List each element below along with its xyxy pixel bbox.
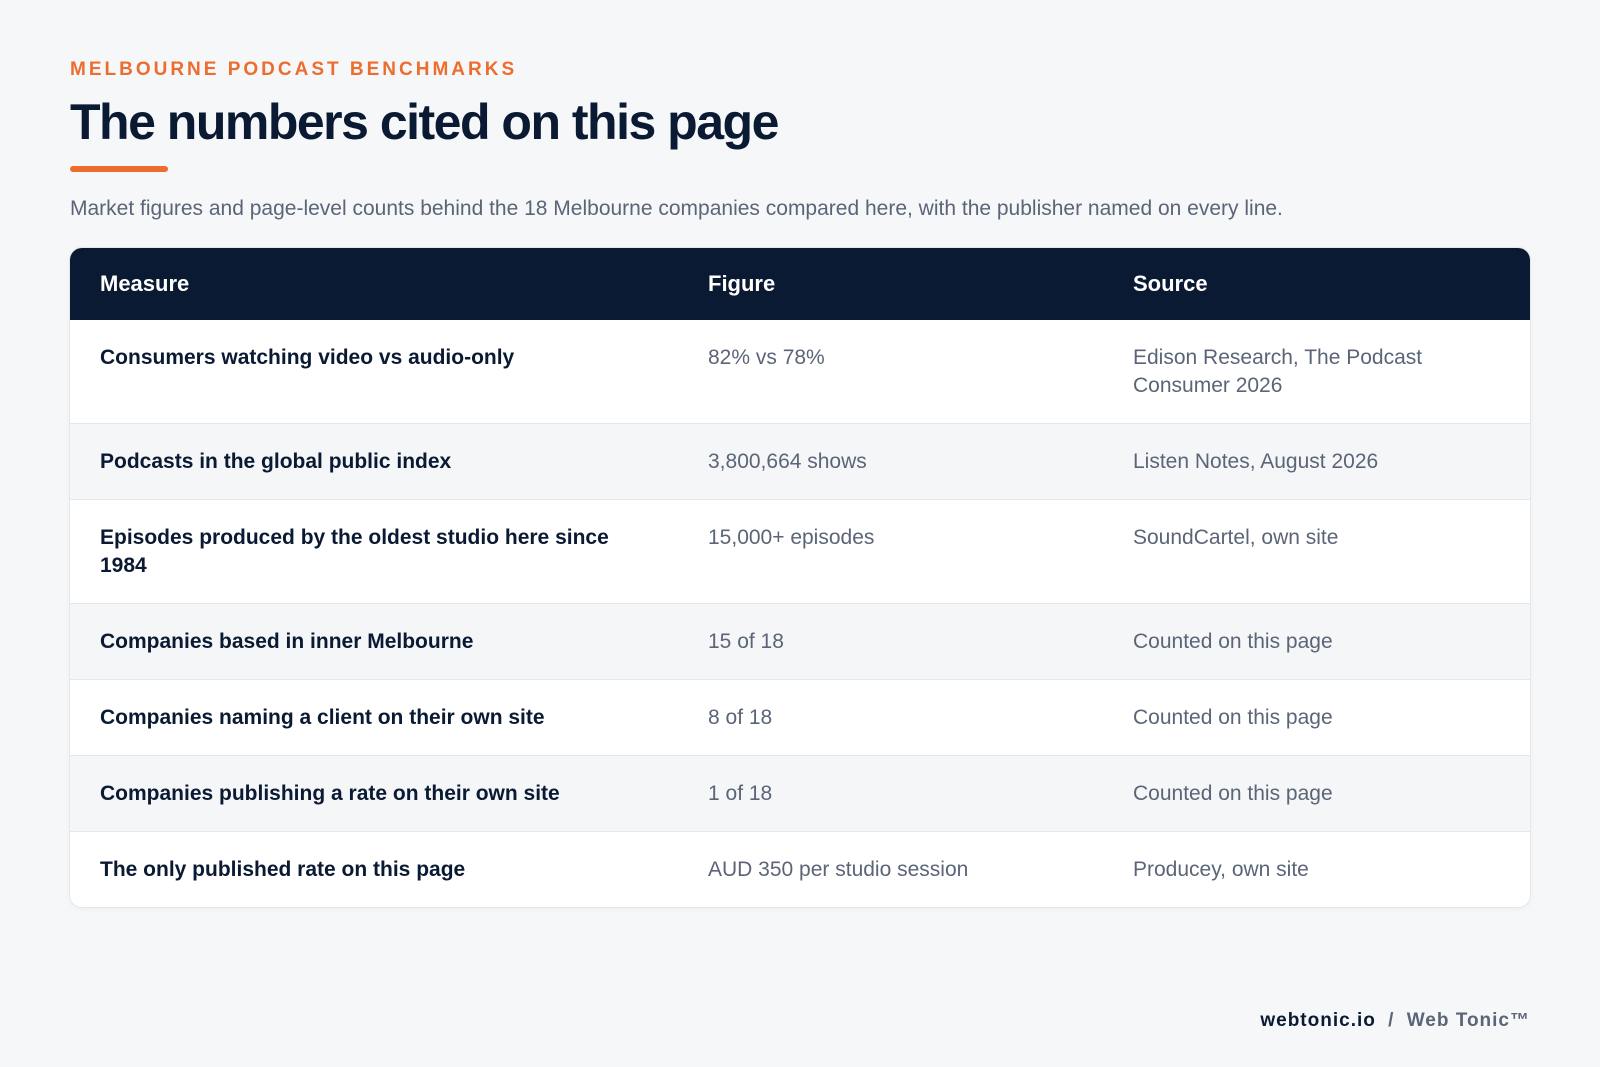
table-row: Companies naming a client on their own s…	[70, 679, 1530, 756]
page-content: MELBOURNE PODCAST BENCHMARKS The numbers…	[70, 56, 1530, 907]
table-header-row: Measure Figure Source	[70, 248, 1530, 320]
source-cell: Producey, own site	[1133, 858, 1309, 881]
measure-cell: Consumers watching video vs audio-only	[100, 346, 515, 369]
source-cell: Counted on this page	[1133, 706, 1333, 729]
measure-cell: Companies based in inner Melbourne	[100, 630, 474, 653]
footer-domain: webtonic.io	[1260, 1010, 1376, 1031]
table-row: Companies publishing a rate on their own…	[70, 755, 1530, 832]
figure-cell: AUD 350 per studio session	[708, 858, 969, 881]
measure-cell: Episodes produced by the oldest studio h…	[100, 526, 609, 577]
source-cell: Listen Notes, August 2026	[1133, 450, 1379, 473]
column-header-measure: Measure	[100, 271, 190, 296]
benchmarks-table: Measure Figure Source Consumers watching…	[70, 248, 1530, 907]
figure-cell: 1 of 18	[708, 782, 773, 805]
footer-credit: webtonic.io / Web Tonic™	[1260, 1010, 1530, 1032]
title-accent-bar	[70, 166, 168, 172]
measure-cell: Podcasts in the global public index	[100, 450, 452, 473]
footer-separator: /	[1388, 1010, 1395, 1031]
page-subtitle: Market figures and page-level counts beh…	[70, 197, 1283, 220]
figure-cell: 82% vs 78%	[708, 346, 825, 369]
measure-cell: Companies publishing a rate on their own…	[100, 782, 560, 805]
figure-cell: 8 of 18	[708, 706, 773, 729]
benchmarks-table-card: Measure Figure Source Consumers watching…	[70, 248, 1530, 907]
table-row: The only published rate on this page AUD…	[70, 831, 1530, 907]
source-cell: Counted on this page	[1133, 630, 1333, 653]
table-row: Podcasts in the global public index 3,80…	[70, 423, 1530, 500]
figure-cell: 3,800,664 shows	[708, 450, 867, 473]
column-header-source: Source	[1133, 271, 1208, 296]
table-row: Consumers watching video vs audio-only 8…	[70, 320, 1530, 424]
figure-cell: 15,000+ episodes	[708, 526, 875, 549]
table-row: Episodes produced by the oldest studio h…	[70, 499, 1530, 604]
measure-cell: Companies naming a client on their own s…	[100, 706, 545, 729]
measure-cell: The only published rate on this page	[100, 858, 466, 881]
table-row: Companies based in inner Melbourne 15 of…	[70, 603, 1530, 680]
page-title: The numbers cited on this page	[70, 94, 779, 150]
eyebrow-label: MELBOURNE PODCAST BENCHMARKS	[70, 59, 518, 80]
footer-brand: Web Tonic™	[1406, 1010, 1530, 1031]
column-header-figure: Figure	[708, 271, 776, 296]
source-cell: Edison Research, The Podcast Consumer 20…	[1133, 346, 1423, 397]
source-cell: Counted on this page	[1133, 782, 1333, 805]
source-cell: SoundCartel, own site	[1133, 526, 1339, 549]
figure-cell: 15 of 18	[708, 630, 784, 653]
